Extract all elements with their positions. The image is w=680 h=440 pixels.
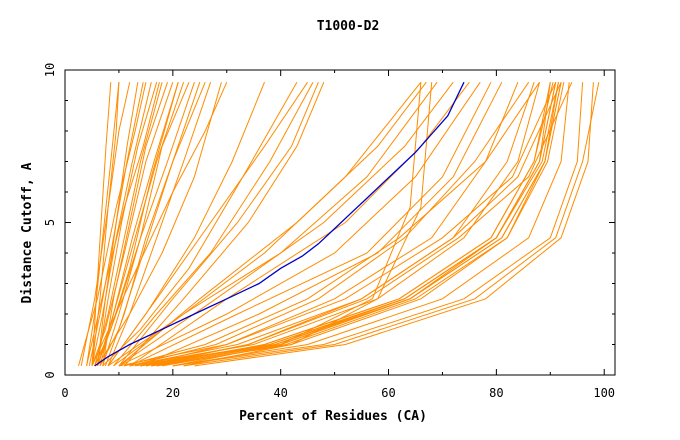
model-series-line-m42 <box>129 82 540 367</box>
model-series-line-m07 <box>96 82 158 366</box>
y-axis: 0 5 10 <box>43 63 615 379</box>
model-series-line-m58 <box>140 81 573 367</box>
y-axis-label: Distance Cutoff, A <box>20 162 35 303</box>
highlight-series-line <box>94 81 465 367</box>
model-series-line-m11 <box>99 82 179 367</box>
x-axis-label: Percent of Residues (CA) <box>239 409 427 424</box>
model-series-line-m35 <box>118 81 481 367</box>
model-series-line-m48 <box>162 82 565 367</box>
model-series-line-m34 <box>129 81 470 367</box>
model-series-line-m37 <box>140 81 503 367</box>
model-series-line-m08 <box>94 82 163 367</box>
highlight-layer <box>94 81 465 367</box>
y-tick-label: 10 <box>43 63 57 77</box>
chart-title: T1000-D2 <box>317 19 380 34</box>
model-series-line-m36 <box>129 81 492 367</box>
model-series-line-m59 <box>118 81 557 367</box>
plot-frame <box>64 69 616 376</box>
model-series-line-m18 <box>80 82 120 366</box>
model-series-line-m46 <box>156 82 557 367</box>
model-series-line-m05 <box>88 82 144 367</box>
model-series-line-m28 <box>118 82 319 367</box>
model-series-line-m23 <box>96 82 222 367</box>
model-series-line-m01 <box>91 82 112 366</box>
y-tick-label: 5 <box>43 219 57 226</box>
x-tick-label: 20 <box>166 386 180 400</box>
model-series-line-m40 <box>140 82 519 367</box>
model-series-line-m52 <box>140 82 562 367</box>
model-series-line-m02 <box>86 82 120 366</box>
model-series-line-m60 <box>124 81 540 367</box>
model-series-line-m26 <box>107 81 309 367</box>
model-series-line-m09 <box>102 82 168 366</box>
model-series-line-m56 <box>183 82 600 367</box>
x-tick-label: 100 <box>593 386 615 400</box>
model-series-line-m27 <box>113 81 314 367</box>
model-series-line-m49 <box>135 82 559 367</box>
model-series-line-m30 <box>113 81 422 367</box>
model-series-line-m44 <box>140 82 557 367</box>
model-series-line-m21 <box>94 82 179 367</box>
model-series-line-m53 <box>172 82 570 367</box>
series-layer <box>78 81 600 367</box>
model-series-line-m29 <box>123 82 325 367</box>
model-series-line-m55 <box>194 82 594 367</box>
model-series-line-m06 <box>91 82 152 367</box>
model-series-line-m25 <box>102 81 298 367</box>
x-tick-label: 40 <box>273 386 287 400</box>
model-series-line-m10 <box>91 82 174 367</box>
model-series-line-m32 <box>118 81 427 367</box>
x-tick-label: 80 <box>489 386 503 400</box>
model-series-line-m57 <box>129 81 562 367</box>
model-series-line-m04 <box>96 82 139 366</box>
x-tick-label: 0 <box>61 386 68 400</box>
x-tick-label: 60 <box>381 386 395 400</box>
model-series-line-m20 <box>78 82 147 367</box>
y-tick-label: 0 <box>43 371 57 378</box>
model-series-line-m19 <box>86 82 160 367</box>
model-series-line-m54 <box>172 82 584 367</box>
x-axis: 0 20 40 60 80 100 <box>61 70 615 400</box>
model-series-line-m61 <box>129 81 530 367</box>
model-series-line-m33 <box>118 81 454 367</box>
model-series-line-m17 <box>107 82 212 367</box>
